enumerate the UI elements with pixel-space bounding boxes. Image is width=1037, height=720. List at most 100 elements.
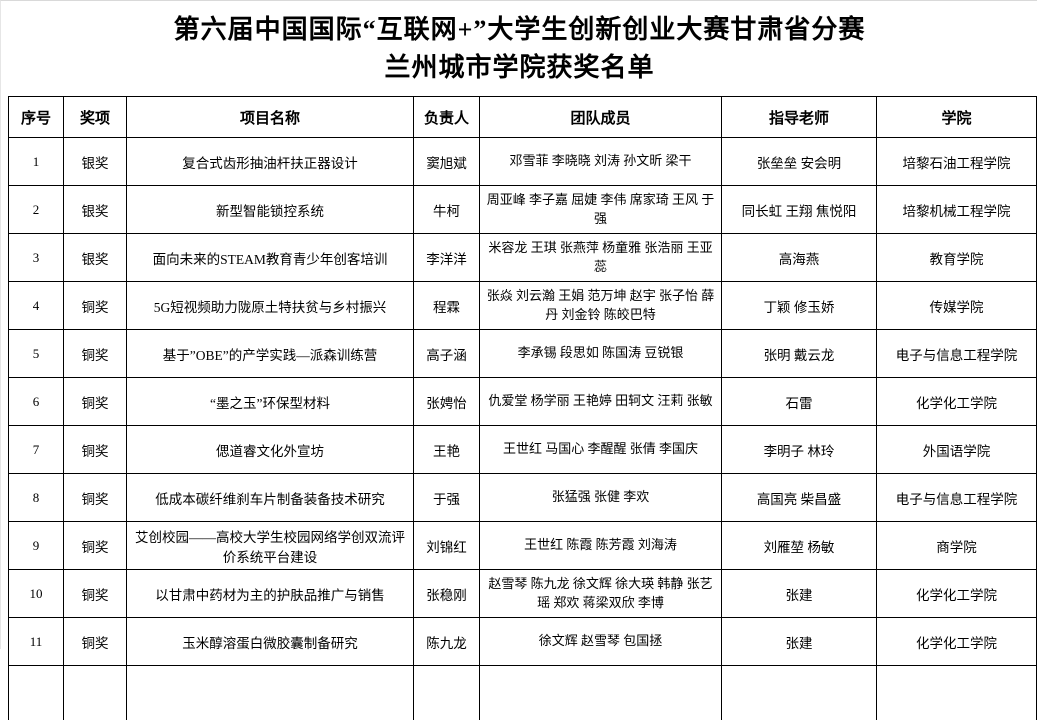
cell-serial: 3: [9, 234, 64, 282]
cell-award: 银奖: [64, 186, 127, 234]
cell-award: 铜奖: [64, 618, 127, 666]
column-header-leader: 负责人: [414, 97, 480, 138]
cell-advisors: 李明子 林玲: [722, 426, 877, 474]
cell-advisors: 高海燕: [722, 234, 877, 282]
cell-members: 张焱 刘云瀚 王娟 范万坤 赵宇 张子怡 薛丹 刘金铃 陈皎巴特: [480, 282, 722, 330]
cell-leader: 程霖: [414, 282, 480, 330]
cell-project: 玉米醇溶蛋白微胶囊制备研究: [127, 618, 414, 666]
cell-serial: 1: [9, 138, 64, 186]
cell-members: 王世红 陈霞 陈芳霞 刘海涛: [480, 522, 722, 570]
cell-serial: 8: [9, 474, 64, 522]
cell-members: 仇爱堂 杨学丽 王艳婷 田轲文 汪莉 张敏: [480, 378, 722, 426]
cell-award: 铜奖: [64, 330, 127, 378]
title-line-2: 兰州城市学院获奖名单: [1, 49, 1037, 87]
document-title: 第六届中国国际“互联网+”大学生创新创业大赛甘肃省分赛 兰州城市学院获奖名单: [1, 11, 1037, 87]
column-header-award: 奖项: [64, 97, 127, 138]
cell-college: 电子与信息工程学院: [877, 330, 1037, 378]
column-header-advisors: 指导老师: [722, 97, 877, 138]
page: { "page": { "title_line1": "第六届中国国际“互联网+…: [0, 0, 1037, 649]
cell-leader: 张娉怡: [414, 378, 480, 426]
cell-award: 铜奖: [64, 426, 127, 474]
cell-members: 李承锡 段思如 陈国涛 豆锐银: [480, 330, 722, 378]
cell-empty: [127, 666, 414, 720]
cell-project: 以甘肃中药材为主的护肤品推广与销售: [127, 570, 414, 618]
cell-award: 铜奖: [64, 282, 127, 330]
column-header-college: 学院: [877, 97, 1037, 138]
cell-award: 铜奖: [64, 474, 127, 522]
column-header-project: 项目名称: [127, 97, 414, 138]
cell-leader: 窦旭斌: [414, 138, 480, 186]
cell-serial: 5: [9, 330, 64, 378]
cell-college: 电子与信息工程学院: [877, 474, 1037, 522]
cell-award: 铜奖: [64, 378, 127, 426]
cell-advisors: 张建: [722, 618, 877, 666]
cell-empty: [722, 666, 877, 720]
cell-members: 邓雪菲 李晓晓 刘涛 孙文昕 梁干: [480, 138, 722, 186]
cell-project: 新型智能锁控系统: [127, 186, 414, 234]
table-header-row: 序号奖项项目名称负责人团队成员指导老师学院: [9, 97, 1037, 138]
cell-members: 赵雪琴 陈九龙 徐文辉 徐大瑛 韩静 张艺瑶 郑欢 蒋梁双欣 李博: [480, 570, 722, 618]
cell-empty: [877, 666, 1037, 720]
cell-college: 培黎机械工程学院: [877, 186, 1037, 234]
cell-members: 徐文辉 赵雪琴 包国拯: [480, 618, 722, 666]
cell-members: 张猛强 张健 李欢: [480, 474, 722, 522]
cell-college: 教育学院: [877, 234, 1037, 282]
cell-project: 5G短视频助力陇原土特扶贫与乡村振兴: [127, 282, 414, 330]
cell-advisors: 刘雁堃 杨敏: [722, 522, 877, 570]
cell-leader: 张稳刚: [414, 570, 480, 618]
cell-advisors: 张建: [722, 570, 877, 618]
cell-leader: 于强: [414, 474, 480, 522]
cell-advisors: 张垒垒 安会明: [722, 138, 877, 186]
cell-project: 基于”OBE”的产学实践—派森训练营: [127, 330, 414, 378]
cell-college: 培黎石油工程学院: [877, 138, 1037, 186]
title-line-1: 第六届中国国际“互联网+”大学生创新创业大赛甘肃省分赛: [1, 11, 1037, 49]
cell-empty: [64, 666, 127, 720]
cell-serial: 11: [9, 618, 64, 666]
cell-advisors: 同长虹 王翔 焦悦阳: [722, 186, 877, 234]
column-header-serial: 序号: [9, 97, 64, 138]
cell-award: 银奖: [64, 138, 127, 186]
cell-advisors: 高国亮 柴昌盛: [722, 474, 877, 522]
cell-serial: 4: [9, 282, 64, 330]
cell-project: “墨之玉”环保型材料: [127, 378, 414, 426]
cell-award: 铜奖: [64, 522, 127, 570]
cell-project: 艾创校园——高校大学生校园网络学创双流评价系统平台建设: [127, 522, 414, 570]
cell-serial: 2: [9, 186, 64, 234]
cell-college: 化学化工学院: [877, 618, 1037, 666]
cell-members: 米容龙 王琪 张燕萍 杨童雅 张浩丽 王亚蕊: [480, 234, 722, 282]
cell-leader: 李洋洋: [414, 234, 480, 282]
cell-serial: 9: [9, 522, 64, 570]
table-row-partial: [9, 666, 1037, 720]
cell-project: 偲道睿文化外宣坊: [127, 426, 414, 474]
cell-college: 传媒学院: [877, 282, 1037, 330]
cell-college: 商学院: [877, 522, 1037, 570]
cell-empty: [9, 666, 64, 720]
cell-leader: 刘锦红: [414, 522, 480, 570]
cell-college: 化学化工学院: [877, 378, 1037, 426]
cell-advisors: 张明 戴云龙: [722, 330, 877, 378]
cell-serial: 7: [9, 426, 64, 474]
cell-college: 化学化工学院: [877, 570, 1037, 618]
cell-project: 复合式齿形抽油杆扶正器设计: [127, 138, 414, 186]
cell-empty: [414, 666, 480, 720]
cell-project: 面向未来的STEAM教育青少年创客培训: [127, 234, 414, 282]
cell-leader: 王艳: [414, 426, 480, 474]
cell-project: 低成本碳纤维刹车片制备装备技术研究: [127, 474, 414, 522]
cell-leader: 高子涵: [414, 330, 480, 378]
cell-award: 银奖: [64, 234, 127, 282]
cell-members: 周亚峰 李子嘉 屈婕 李伟 席家琦 王风 于强: [480, 186, 722, 234]
cell-award: 铜奖: [64, 570, 127, 618]
